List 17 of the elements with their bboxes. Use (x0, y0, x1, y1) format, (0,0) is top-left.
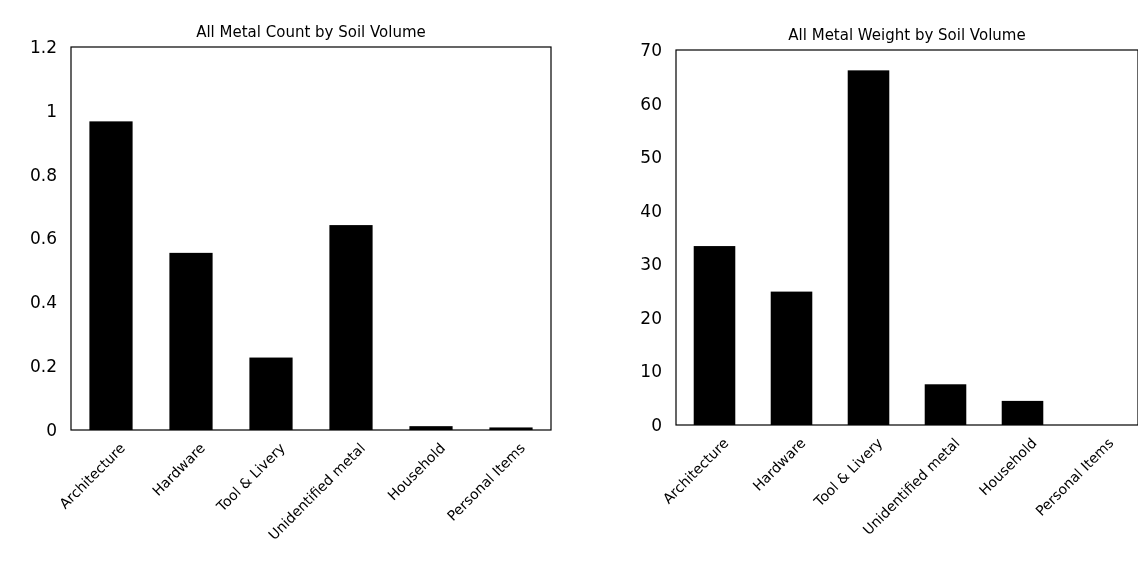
y-tick-label: 40 (640, 200, 662, 221)
y-tick-label: 20 (640, 307, 662, 328)
y-tick-label: 30 (640, 254, 662, 275)
y-tick-label: 50 (640, 147, 662, 168)
y-tick-label: 0.8 (29, 164, 57, 185)
y-tick-label: 0 (46, 419, 57, 440)
chart-title: All Metal Count by Soil Volume (196, 23, 426, 41)
y-tick-label: 60 (640, 93, 662, 114)
y-tick-label: 1 (46, 100, 57, 121)
y-tick-label: 1.2 (29, 36, 57, 57)
y-tick-label: 0.6 (29, 228, 57, 249)
y-tick-label: 10 (640, 361, 662, 382)
y-tick-label: 0 (651, 414, 662, 435)
y-tick-label: 0.2 (29, 356, 57, 377)
y-tick-label: 0.4 (29, 292, 57, 313)
y-tick-label: 70 (640, 39, 662, 60)
chart-title: All Metal Weight by Soil Volume (788, 26, 1026, 44)
